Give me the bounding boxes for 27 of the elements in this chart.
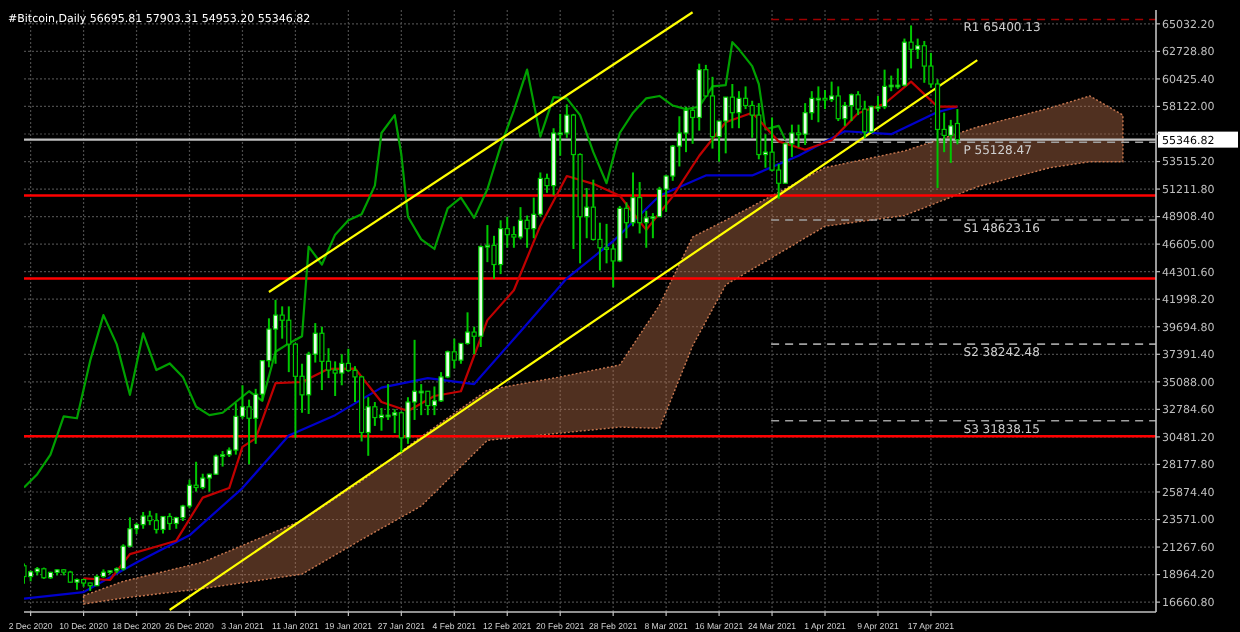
candlestick xyxy=(372,401,378,427)
candlestick xyxy=(709,75,716,150)
candlestick xyxy=(286,305,292,374)
line-series xyxy=(24,41,787,489)
candlestick xyxy=(272,298,279,365)
candlestick xyxy=(524,214,530,249)
candlestick xyxy=(915,37,921,60)
candlestick xyxy=(921,39,927,84)
candlestick xyxy=(517,206,524,241)
candlestick xyxy=(862,99,868,139)
candlestick xyxy=(868,104,874,135)
candlestick xyxy=(425,390,431,417)
candlestick xyxy=(729,83,735,130)
candlestick xyxy=(153,512,159,535)
candlestick xyxy=(842,100,848,127)
candlestick xyxy=(835,85,841,123)
candlestick xyxy=(451,337,457,370)
candlestick xyxy=(319,325,325,392)
candlestick xyxy=(815,85,821,124)
candlestick xyxy=(948,118,954,164)
candlestick xyxy=(498,219,504,276)
candlestick xyxy=(848,92,855,123)
candlestick xyxy=(511,225,517,249)
candlestick xyxy=(822,88,828,111)
candlestick xyxy=(756,102,762,161)
candlestick xyxy=(882,68,888,111)
candlestick xyxy=(736,90,742,130)
